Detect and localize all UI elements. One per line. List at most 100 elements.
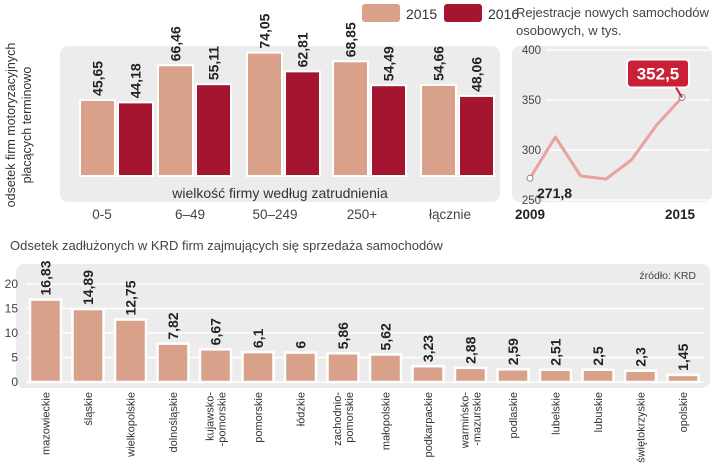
bar-2016-4	[458, 94, 495, 177]
region-bar-10	[453, 366, 488, 384]
region-label-9-0: podkarpackie	[423, 392, 435, 457]
bar-label-2015-1: 66,46	[168, 26, 184, 61]
region-bar-1	[71, 307, 105, 384]
region-bar-8	[368, 353, 403, 384]
bar-label-2016-3: 54,49	[381, 46, 397, 81]
legend-2015-label: 2015	[406, 6, 437, 22]
chart3-title: Odsetek zadłużonych w KRD firm zajmujący…	[10, 238, 443, 253]
region-label-12-0: lubelskie	[551, 392, 563, 435]
chart2-title-line2: osobowych, w tys.	[516, 23, 622, 38]
y-tick-0: 250	[522, 195, 541, 207]
c3-y-tick-3: 15	[5, 302, 19, 316]
chart1-xlabel: wielkość firmy według zatrudnienia	[171, 185, 388, 201]
region-bar-5	[241, 350, 275, 384]
region-label-7-1: pomorskie	[344, 392, 356, 443]
region-value-14: 2,3	[633, 347, 649, 367]
region-label-13-0: lubuskie	[593, 392, 605, 432]
point-first	[526, 174, 534, 182]
bar-2016-0	[117, 101, 154, 177]
region-value-3: 7,82	[165, 312, 181, 339]
legend-2016-label: 2016	[488, 6, 519, 22]
bar-label-2015-4: 54,66	[431, 46, 447, 81]
region-label-10-1: -mazurskie	[472, 392, 484, 446]
chart2-title-line1: Rejestracje nowych samochodów	[516, 5, 710, 20]
region-bar-11	[496, 368, 530, 384]
region-value-12: 2,51	[548, 338, 564, 365]
chart1-ylabel-line1: odsetek firm motoryzacyjnych	[4, 43, 18, 208]
x-tick-4: łącznie	[429, 207, 471, 222]
x-tick-last: 2015	[665, 207, 696, 222]
bar-2016-3	[370, 84, 407, 177]
region-label-3-0: dolnośląskie	[168, 392, 180, 453]
bar-label-2015-2: 74,05	[257, 13, 273, 48]
region-label-1-0: śląskie	[83, 392, 95, 426]
region-label-7-0: zachodnio-	[332, 392, 344, 446]
region-bar-2	[113, 318, 148, 384]
c3-y-tick-1: 5	[11, 351, 18, 365]
callout-connector	[675, 86, 683, 99]
legend-2016-swatch	[444, 4, 482, 22]
bar-label-2016-2: 62,81	[295, 32, 311, 67]
region-bar-3	[156, 342, 190, 384]
bar-2015-4	[420, 83, 457, 177]
region-label-10-0: warmińsko-	[460, 392, 472, 450]
y-tick-2: 350	[522, 95, 541, 107]
bar-2015-2	[246, 51, 283, 178]
region-label-5-0: pomorskie	[253, 392, 265, 443]
region-value-6: 6	[293, 341, 309, 349]
region-value-8: 5,62	[378, 323, 394, 350]
region-label-6-0: łódzkie	[296, 392, 308, 426]
region-label-0-0: mazowieckie	[41, 392, 53, 455]
region-value-4: 6,67	[208, 318, 224, 345]
region-bar-14	[623, 369, 658, 384]
region-label-8-0: małopolskie	[381, 392, 393, 450]
region-value-7: 5,86	[335, 322, 351, 349]
region-bar-4	[198, 348, 233, 384]
x-tick-1: 6–49	[175, 207, 205, 222]
x-tick-first: 2009	[515, 207, 545, 222]
label-last: 352,5	[637, 65, 680, 84]
region-value-9: 3,23	[420, 335, 436, 362]
region-bar-9	[411, 364, 445, 384]
bar-label-2015-3: 68,85	[343, 22, 359, 57]
region-value-0: 16,83	[38, 260, 54, 295]
bar-2015-0	[79, 98, 116, 177]
y-tick-3: 400	[522, 45, 541, 57]
y-tick-1: 300	[522, 145, 541, 157]
bar-label-2016-0: 44,18	[128, 63, 144, 98]
region-bar-7	[326, 352, 360, 384]
x-tick-2: 50–249	[252, 207, 297, 222]
legend-2015-swatch	[362, 4, 400, 22]
bar-label-2016-1: 55,11	[206, 46, 222, 80]
region-bar-13	[581, 368, 615, 384]
region-value-2: 12,75	[123, 280, 139, 315]
bar-label-2016-4: 48,06	[469, 57, 485, 92]
chart3-source: źródło: KRD	[639, 270, 696, 282]
region-value-1: 14,89	[80, 270, 96, 305]
region-bar-12	[538, 368, 573, 384]
c3-y-tick-0: 0	[11, 375, 18, 389]
x-tick-0: 0-5	[92, 207, 112, 222]
region-value-10: 2,88	[463, 336, 479, 363]
x-tick-3: 250+	[347, 207, 378, 222]
bar-2016-2	[284, 70, 321, 177]
chart1-legend: 2015 2016	[362, 4, 519, 22]
c3-y-tick-2: 10	[5, 326, 19, 340]
region-value-15: 1,45	[675, 343, 691, 370]
bar-2015-3	[332, 60, 369, 177]
registrations-line	[528, 96, 684, 181]
bar-label-2015-0: 45,65	[90, 61, 106, 96]
region-bar-0	[28, 298, 63, 384]
region-label-4-1: -pomorskie	[217, 392, 229, 446]
region-label-11-0: podlaskie	[508, 392, 520, 438]
bar-2015-1	[157, 64, 194, 177]
region-label-15-0: opolskie	[678, 392, 690, 432]
region-value-11: 2,59	[505, 338, 521, 365]
callout-last-box	[626, 58, 690, 89]
region-bar-15	[666, 373, 700, 384]
label-first: 271,8	[537, 185, 572, 201]
region-label-14-0: świętokrzyskie	[636, 392, 648, 463]
region-value-5: 6,1	[250, 328, 266, 348]
region-label-4-0: kujawsko-	[205, 392, 217, 441]
